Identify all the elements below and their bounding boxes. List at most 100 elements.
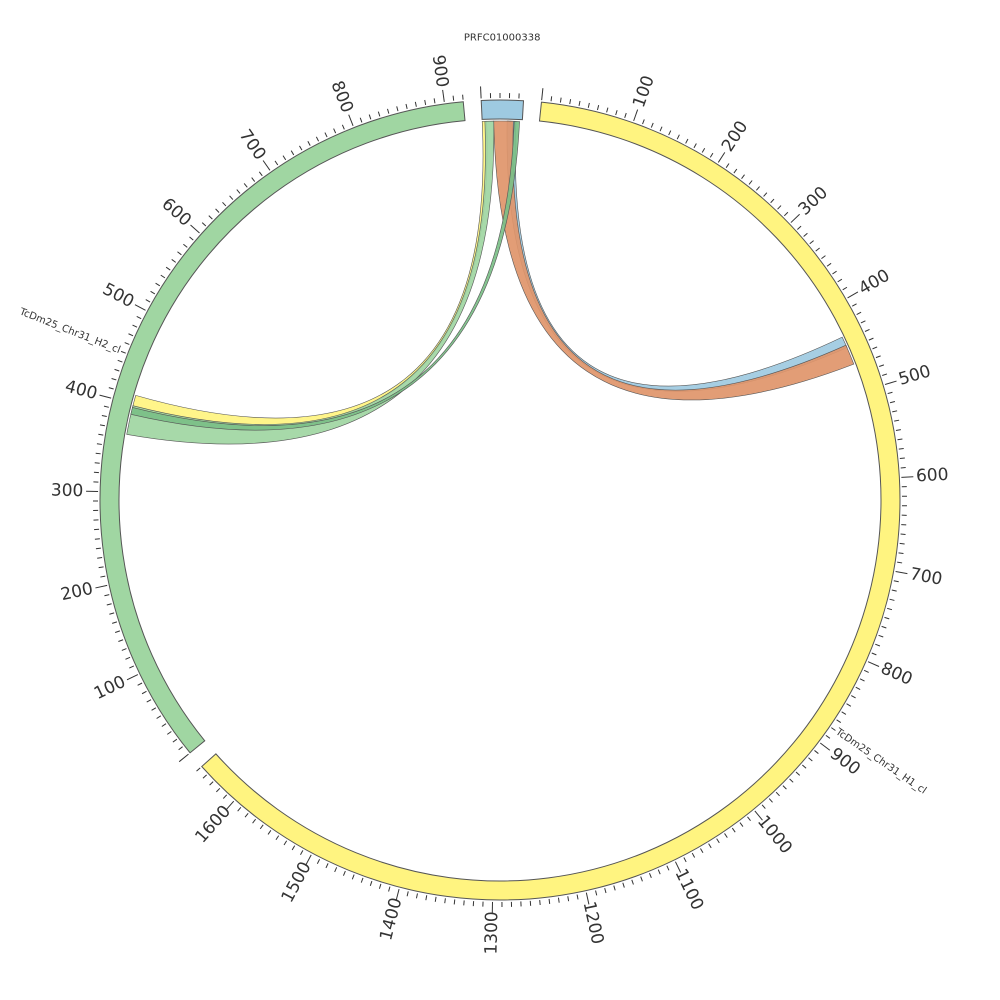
minor-tick	[111, 377, 117, 381]
link-h2-green	[126, 120, 495, 445]
major-tick	[348, 114, 354, 126]
tick-label: 1300	[482, 911, 503, 955]
tick-label: 400	[855, 266, 893, 300]
minor-tick	[649, 872, 652, 878]
minor-tick	[424, 99, 427, 106]
minor-tick	[868, 337, 874, 341]
minor-tick	[895, 429, 901, 431]
minor-tick	[222, 794, 228, 799]
tick-label: 1600	[191, 802, 235, 848]
minor-tick	[128, 333, 134, 337]
minor-tick	[316, 859, 321, 864]
minor-tick	[334, 867, 338, 873]
major-tick	[790, 213, 800, 223]
minor-tick	[683, 857, 687, 863]
minor-tick	[341, 124, 345, 130]
minor-tick	[112, 621, 118, 624]
major-tick	[262, 160, 271, 171]
minor-tick	[109, 612, 115, 615]
minor-tick	[425, 895, 428, 901]
major-tick	[847, 291, 859, 299]
minor-tick	[548, 898, 551, 905]
minor-tick	[444, 898, 446, 904]
minor-tick	[252, 818, 257, 824]
minor-tick	[899, 457, 905, 460]
major-tick	[901, 476, 914, 478]
major-tick	[895, 570, 908, 575]
major-tick	[754, 810, 763, 821]
link-h1-orange	[493, 120, 855, 401]
minor-tick	[307, 140, 311, 146]
minor-tick	[789, 778, 794, 783]
minor-tick	[145, 299, 151, 303]
minor-tick	[405, 103, 408, 109]
minor-tick	[171, 259, 177, 263]
minor-tick	[237, 807, 242, 812]
minor-tick	[388, 886, 391, 892]
minor-tick	[414, 101, 417, 107]
minor-tick	[650, 122, 654, 128]
minor-tick	[587, 102, 590, 108]
minor-tick	[557, 897, 560, 903]
link-h2-darkgreen	[130, 120, 520, 431]
tick-label: 300	[795, 183, 832, 220]
tick-label: 600	[916, 465, 950, 487]
tick-label: 800	[878, 658, 916, 689]
minor-tick	[189, 236, 194, 241]
minor-tick	[795, 771, 801, 776]
minor-tick	[808, 757, 813, 762]
minor-tick	[863, 669, 869, 673]
minor-tick	[831, 727, 836, 731]
minor-tick	[550, 96, 553, 102]
minor-tick	[351, 874, 355, 880]
minor-tick	[836, 719, 842, 723]
minor-tick	[136, 316, 142, 320]
tick-label: 500	[99, 279, 137, 312]
major-tick	[178, 753, 189, 763]
minor-tick	[229, 195, 234, 200]
minor-tick	[797, 225, 802, 230]
minor-tick	[898, 448, 904, 450]
tick-label: 900	[428, 54, 452, 89]
tick-label: 1400	[376, 896, 406, 943]
minor-tick	[132, 324, 138, 328]
minor-tick	[369, 880, 373, 886]
minor-tick	[406, 891, 409, 897]
minor-tick	[368, 114, 372, 120]
minor-tick	[567, 896, 570, 902]
minor-tick	[117, 359, 123, 363]
minor-tick	[251, 177, 256, 182]
minor-tick	[95, 547, 101, 550]
minor-tick	[897, 561, 903, 564]
minor-tick	[215, 208, 220, 213]
major-tick	[867, 661, 880, 667]
minor-tick	[156, 715, 162, 719]
minor-tick	[891, 589, 897, 592]
chromosome-label-h2: TcDm25_Chr31_H2_cl	[17, 306, 122, 356]
minor-tick	[803, 232, 808, 237]
minor-tick	[208, 215, 213, 220]
tick-label: 400	[63, 376, 99, 404]
minor-tick	[415, 893, 418, 899]
minor-tick	[893, 580, 899, 583]
tick-label: 1000	[753, 812, 796, 858]
major-tick	[819, 742, 831, 751]
minor-tick	[216, 787, 221, 793]
minor-tick	[875, 355, 881, 359]
minor-tick	[121, 648, 127, 651]
minor-tick	[283, 840, 288, 846]
minor-tick	[120, 350, 126, 354]
minor-tick	[842, 286, 848, 291]
major-tick	[134, 304, 146, 311]
major-tick	[305, 854, 312, 866]
minor-tick	[244, 813, 249, 818]
minor-tick	[101, 414, 107, 418]
minor-tick	[837, 278, 843, 283]
minor-tick	[377, 111, 381, 117]
minor-tick	[700, 848, 704, 854]
minor-tick	[108, 387, 114, 390]
minor-tick	[642, 119, 645, 125]
minor-tick	[97, 556, 103, 559]
minor-tick	[222, 201, 227, 207]
